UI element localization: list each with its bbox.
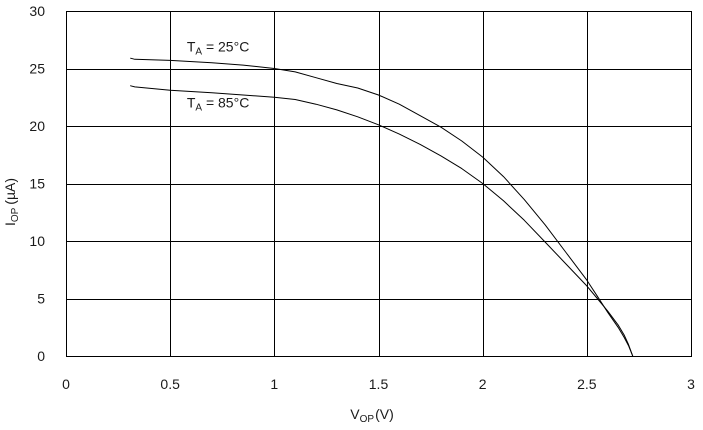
y-tick-label: 0 bbox=[37, 348, 45, 364]
y-tick-label: 20 bbox=[29, 118, 45, 134]
x-tick-label: 1 bbox=[270, 376, 278, 392]
x-tick-label: 0 bbox=[62, 376, 70, 392]
series-labels: TA = 25°CTA = 85°C bbox=[187, 38, 249, 113]
x-axis-label: VOP(V) bbox=[350, 406, 393, 425]
series-label-1: TA = 25°C bbox=[187, 38, 249, 57]
y-axis-label-unit: (µA) bbox=[2, 178, 18, 205]
series-line-2 bbox=[130, 85, 634, 357]
series-label-main: T bbox=[187, 95, 196, 111]
x-tick-label: 2.5 bbox=[577, 376, 597, 392]
plot-frame bbox=[66, 11, 692, 357]
y-tick-label: 10 bbox=[29, 233, 45, 249]
series-label-sub: A bbox=[195, 46, 202, 57]
series-group bbox=[130, 57, 634, 357]
y-tick-label: 30 bbox=[29, 3, 45, 19]
y-axis-label: IOP (µA) bbox=[2, 178, 21, 226]
y-axis-label-sub: OP bbox=[10, 207, 21, 222]
x-axis-label-main: V bbox=[350, 406, 360, 422]
x-tick-label: 3 bbox=[687, 376, 695, 392]
y-tick-label: 15 bbox=[29, 176, 45, 192]
series-label-rest: = 85°C bbox=[202, 95, 249, 111]
x-tick-label: 0.5 bbox=[160, 376, 180, 392]
x-tick-label: 1.5 bbox=[369, 376, 389, 392]
x-tick-label: 2 bbox=[479, 376, 487, 392]
y-tick-label: 5 bbox=[37, 291, 45, 307]
series-label-sub: A bbox=[195, 103, 202, 114]
plot-border bbox=[66, 11, 692, 357]
series-label-main: T bbox=[187, 38, 196, 54]
x-axis-label-sub: OP bbox=[360, 414, 375, 425]
series-label-2: TA = 85°C bbox=[187, 95, 249, 114]
y-tick-label: 25 bbox=[29, 61, 45, 77]
series-label-rest: = 25°C bbox=[202, 38, 249, 54]
y-axis-label-main: I bbox=[2, 222, 18, 226]
x-axis-label-unit: (V) bbox=[375, 406, 394, 422]
